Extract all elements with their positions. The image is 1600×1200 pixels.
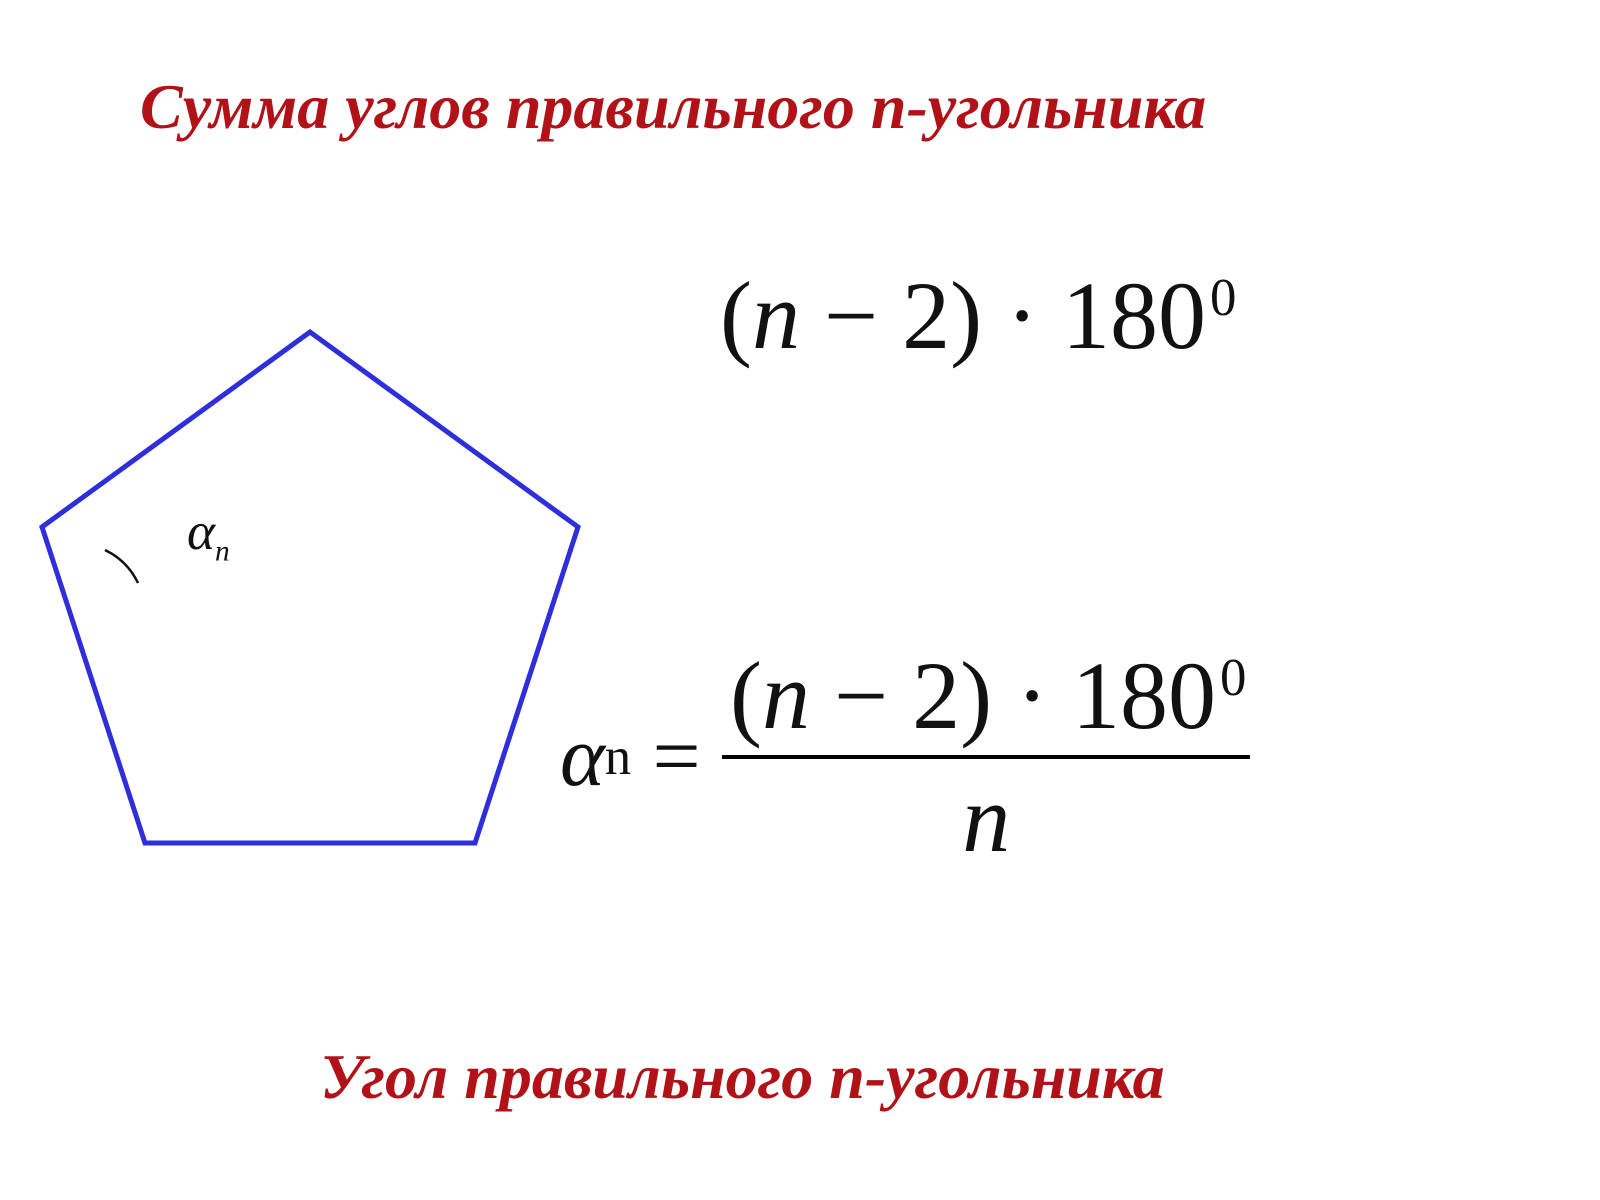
formula-single-angle: αn = (n − 2) · 1800 n: [560, 640, 1250, 874]
num-minus: −: [810, 642, 912, 749]
pentagon-svg: [0, 280, 630, 920]
degree-sup: 0: [1210, 269, 1236, 327]
base-180: 180: [1062, 262, 1206, 369]
num-rparen: ): [960, 642, 992, 749]
equals: =: [631, 710, 722, 804]
pentagon-diagram: [0, 280, 630, 925]
angle-label-alpha-n: αn: [187, 500, 230, 569]
title-after: -угольника: [906, 71, 1206, 142]
page-subtitle: Угол правильного n-угольника: [320, 1040, 1165, 1114]
num-base-180: 180: [1072, 642, 1216, 749]
alpha-symbol: α: [187, 501, 215, 561]
rparen: ): [950, 262, 982, 369]
dot: ·: [982, 262, 1062, 369]
var-n: n: [752, 262, 800, 369]
num-lparen: (: [730, 642, 762, 749]
num-dot: ·: [992, 642, 1072, 749]
two: 2: [902, 262, 950, 369]
alpha-sub: n: [215, 536, 230, 568]
pentagon-shape: [42, 332, 578, 843]
lparen: (: [720, 262, 752, 369]
alpha-symbol: α: [560, 710, 605, 804]
frac-numerator: (n − 2) · 1800: [722, 640, 1250, 755]
minus: −: [800, 262, 902, 369]
num-degree-sup: 0: [1220, 649, 1246, 707]
title-n: n: [871, 71, 907, 142]
subtitle-n: n: [829, 1041, 865, 1112]
num-two: 2: [912, 642, 960, 749]
num-var-n: n: [762, 642, 810, 749]
fraction: (n − 2) · 1800 n: [722, 640, 1250, 874]
title-before: Сумма углов правильного: [140, 71, 871, 142]
subtitle-after: -угольника: [865, 1041, 1165, 1112]
formula-sum-of-angles: (n − 2) · 1800: [720, 260, 1232, 371]
den-n: n: [962, 765, 1010, 872]
frac-denominator: n: [722, 755, 1250, 874]
page-title: Сумма углов правильного n-угольника: [140, 70, 1206, 144]
subtitle-before: Угол правильного: [320, 1041, 829, 1112]
angle-arc: [105, 550, 138, 583]
alpha-sub: n: [605, 728, 631, 786]
